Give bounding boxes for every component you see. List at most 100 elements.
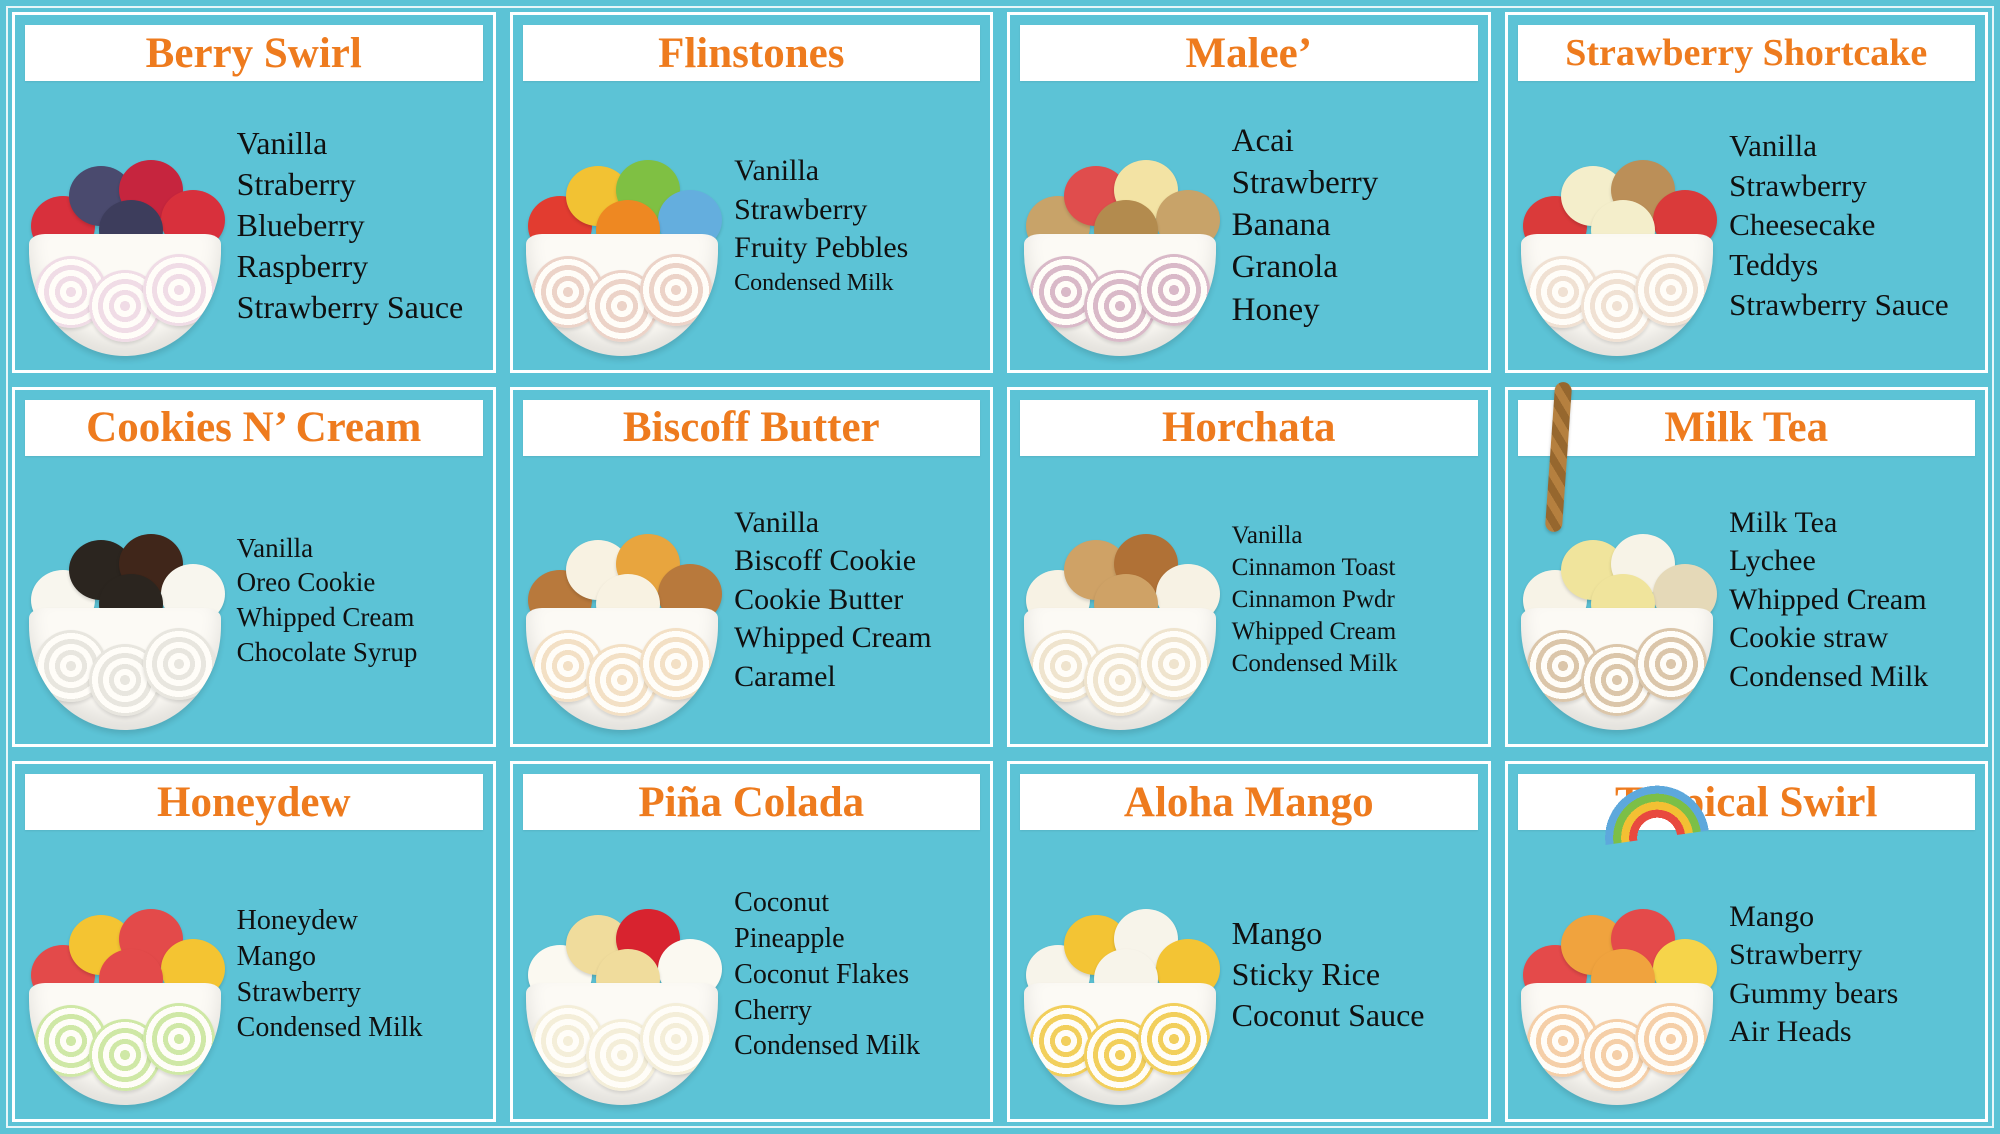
ingredient-item: Condensed Milk [236, 1012, 423, 1044]
flavor-title: Strawberry Shortcake [1565, 32, 1928, 74]
ingredient-list: Vanilla Cinnamon Toast Cinnamon Pwdr Whippe… [1230, 520, 1488, 680]
ingredient-item: Strawberry Sauce [1729, 286, 1949, 322]
ice-cream-roll [640, 1002, 713, 1075]
ingredient-item: Milk Tea [1729, 506, 1838, 540]
ingredient-item: Banana [1231, 207, 1331, 244]
flavor-bowl-photo [1010, 830, 1230, 1119]
flavor-card: Strawberry Shortcake Vanilla Strawberry Ch… [1504, 12, 1988, 373]
ice-cream-roll [1137, 1002, 1210, 1075]
flavor-card-body: Mango Strawberry Gummy bears Air Heads [1508, 770, 1986, 1119]
ingredient-item: Raspberry [236, 247, 369, 284]
ingredient-list: Vanilla Strawberry Fruity Pebbles Condensed… [732, 152, 990, 298]
flavor-bowl-photo [1508, 770, 1728, 1119]
flavor-title: Flinstones [658, 29, 845, 77]
ice-cream-bowl [1023, 608, 1216, 731]
ingredient-list: Vanilla Biscoff Cookie Cookie Butter Whippe… [732, 504, 990, 696]
ingredient-list: Acai Strawberry Banana Granola Honey [1230, 120, 1488, 331]
ice-cream-bowl [526, 982, 719, 1105]
ingredient-list: Vanilla Straberry Blueberry Raspberry Strawb… [235, 123, 493, 328]
ice-cream-bowl [1521, 982, 1714, 1105]
flavor-bowl-photo [15, 81, 235, 370]
ingredient-item: Honeydew [236, 905, 358, 936]
ingredient-item: Mango [1729, 899, 1815, 933]
ingredient-item: Coconut Flakes [734, 958, 910, 990]
ice-cream-bowl [1521, 608, 1714, 731]
ice-cream-bowl [1023, 233, 1216, 356]
flavor-card: Berry Swirl Vanilla Straberry Blueberry Ras… [12, 12, 496, 373]
ice-cream-bowl [28, 233, 221, 356]
flavor-title: Malee’ [1185, 29, 1313, 77]
ingredient-item: Mango [1231, 915, 1323, 952]
ingredient-item: Air Heads [1729, 1015, 1852, 1049]
ice-cream-roll [1635, 253, 1708, 326]
ingredient-item: Cherry [734, 994, 812, 1026]
menu-grid: Berry Swirl Vanilla Straberry Blueberry Ras… [12, 12, 1988, 1122]
ingredient-item: Cinnamon Pwdr [1231, 585, 1395, 613]
flavor-title: Berry Swirl [145, 29, 362, 77]
ingredient-item: Condensed Milk [734, 1030, 921, 1062]
ingredient-item: Pineapple [734, 922, 845, 954]
flavor-title-banner: Horchata [1020, 399, 1478, 456]
ingredient-item: Strawberry Sauce [236, 288, 464, 325]
flavor-card-body: Coconut Pineapple Coconut Flakes Cherry Cond… [513, 830, 991, 1119]
ingredient-list: Mango Sticky Rice Coconut Sauce [1230, 913, 1488, 1036]
ingredient-item: Gummy bears [1729, 976, 1899, 1010]
ingredient-item: Whipped Cream [734, 621, 932, 655]
ingredient-item: Teddys [1729, 247, 1819, 283]
ingredient-item: Biscoff Cookie [734, 544, 917, 578]
ingredient-item: Acai [1231, 122, 1294, 159]
flavor-card: Honeydew Honeydew Mango Strawberry Condense… [12, 761, 496, 1122]
flavor-card: Cookies N’ Cream Vanilla Oreo Cookie Whipp… [12, 386, 496, 748]
ice-cream-bowl [1023, 982, 1216, 1105]
toppings [1515, 901, 1719, 1023]
ice-cream-roll [142, 253, 215, 326]
flavor-title-banner: Biscoff Butter [522, 399, 980, 456]
ice-cream-bowl [526, 608, 719, 731]
ingredient-item: Vanilla [236, 532, 314, 563]
ingredient-item: Condensed Milk [1231, 649, 1398, 677]
ingredient-list: Milk Tea Lychee Whipped Cream Cookie straw C… [1727, 504, 1985, 696]
ingredient-item: Vanilla [734, 506, 820, 540]
flavor-bowl-photo [513, 830, 733, 1119]
flavor-title-banner: Flinstones [522, 25, 980, 81]
flavor-card-body: Vanilla Cinnamon Toast Cinnamon Pwdr Whippe… [1010, 456, 1488, 745]
ingredient-list: Vanilla Oreo Cookie Whipped Cream Chocolate… [235, 531, 493, 669]
ingredient-item: Vanilla [734, 154, 820, 188]
flavor-bowl-photo [15, 830, 235, 1119]
ingredient-item: Sticky Rice [1231, 956, 1381, 993]
ingredient-item: Oreo Cookie [236, 567, 376, 598]
ingredient-item: Mango [236, 940, 316, 972]
ingredient-item: Strawberry [1729, 938, 1863, 972]
flavor-card-body: Honeydew Mango Strawberry Condensed Milk [15, 830, 493, 1119]
flavor-bowl-photo [513, 456, 733, 745]
flavor-bowl-photo [1010, 456, 1230, 745]
ingredient-item: Cheesecake [1729, 207, 1876, 243]
ingredient-item: Chocolate Syrup [236, 636, 418, 667]
ingredient-list: Mango Strawberry Gummy bears Air Heads [1727, 898, 1985, 1052]
flavor-title: Honeydew [157, 778, 351, 826]
ingredient-item: Blueberry [236, 206, 365, 243]
ingredient-item: Strawberry [734, 192, 868, 226]
flavor-card: Horchata Vanilla Cinnamon Toast Cinnamon P… [1007, 386, 1491, 748]
ingredient-item: Cinnamon Toast [1231, 553, 1396, 581]
flavor-title: Biscoff Butter [622, 404, 880, 452]
flavor-title-banner: Cookies N’ Cream [25, 399, 483, 456]
flavor-card: Malee’ Acai Strawberry Banana Granola Honey [1007, 12, 1491, 373]
ingredient-item: Strawberry [1729, 167, 1867, 203]
ingredient-item: Whipped Cream [236, 601, 415, 632]
flavor-card-body: Vanilla Biscoff Cookie Cookie Butter Whippe… [513, 456, 991, 745]
flavor-title: Piña Colada [638, 778, 865, 826]
flavor-title-banner: Milk Tea [1517, 399, 1975, 456]
flavor-card-body: Vanilla Straberry Blueberry Raspberry Strawb… [15, 81, 493, 370]
ingredient-list: Honeydew Mango Strawberry Condensed Milk [235, 903, 493, 1046]
ingredient-item: Straberry [236, 165, 356, 202]
ingredient-item: Coconut [734, 887, 830, 919]
flavor-card-body: Milk Tea Lychee Whipped Cream Cookie straw C… [1508, 381, 1986, 745]
ingredient-item: Vanilla [236, 124, 328, 161]
flavor-bowl-photo [513, 81, 733, 370]
ice-cream-roll [1635, 1002, 1708, 1075]
flavor-title: Cookies N’ Cream [86, 404, 422, 452]
flavor-bowl-photo [1010, 81, 1230, 370]
flavor-card: Biscoff Butter Vanilla Biscoff Cookie Cook… [509, 386, 993, 748]
ingredient-item: Cookie Butter [734, 582, 904, 616]
